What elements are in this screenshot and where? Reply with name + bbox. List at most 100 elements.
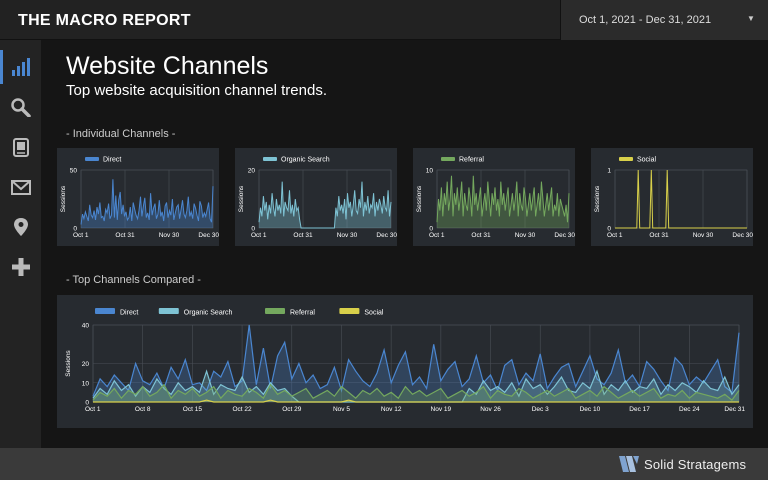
y-tick-label: 10 bbox=[82, 380, 90, 387]
y-tick-label: 0 bbox=[251, 226, 255, 233]
chart-card-organic-search: Organic Search Oct 1 Oct 31 Nov 30 Dec 30 20 0… bbox=[235, 148, 397, 246]
area-organic-search bbox=[93, 371, 739, 402]
line-organic-search bbox=[258, 181, 392, 229]
legend-swatch-referral bbox=[265, 308, 285, 314]
line-referral bbox=[92, 383, 740, 401]
sidebar-item-locations[interactable] bbox=[0, 210, 42, 244]
line-direct bbox=[92, 324, 740, 397]
legend-swatch-referral bbox=[441, 157, 455, 161]
line-social bbox=[93, 399, 739, 403]
sidebar-item-channels[interactable] bbox=[0, 50, 42, 84]
legend-swatch-direct bbox=[95, 308, 115, 314]
line-social bbox=[615, 169, 747, 229]
y-tick-label: 0 bbox=[607, 226, 611, 233]
chevron-down-icon: ▼ bbox=[747, 14, 755, 23]
plot-frame bbox=[614, 169, 748, 229]
x-tick-label: Oct 1 bbox=[607, 232, 623, 239]
x-tick-label: Oct 31 bbox=[471, 232, 491, 239]
x-tick-label: Oct 31 bbox=[115, 232, 135, 239]
page-subtitle: Top website acquisition channel trends. bbox=[66, 82, 327, 99]
legend-swatch-organic-search bbox=[263, 157, 277, 161]
legend-label-organic-search: Organic Search bbox=[184, 310, 233, 317]
line-direct bbox=[80, 179, 214, 225]
brand-name: Solid Stratagems bbox=[644, 457, 747, 472]
document-icon bbox=[13, 138, 29, 157]
chart-card-direct: Direct Oct 1 Oct 31 Nov 30 Dec 30 50 0 Sessions bbox=[57, 148, 219, 246]
x-tick-label: Nov 30 bbox=[515, 232, 536, 239]
search-icon bbox=[11, 98, 31, 117]
y-tick-label: 20 bbox=[82, 361, 90, 368]
x-tick-label: Nov 26 bbox=[480, 406, 501, 413]
legend-label-direct: Direct bbox=[120, 310, 138, 317]
legend-swatch-organic-search bbox=[158, 308, 179, 314]
x-tick-label: Oct 1 bbox=[251, 232, 267, 239]
x-tick-label: Nov 19 bbox=[431, 406, 452, 413]
sidebar-item-add[interactable] bbox=[0, 250, 42, 284]
y-tick-label: 20 bbox=[248, 168, 256, 175]
x-tick-label: Dec 30 bbox=[554, 232, 575, 239]
y-axis-title: Sessions bbox=[60, 185, 67, 212]
section-label-individual: - Individual Channels - bbox=[66, 128, 176, 140]
legend-label-social: Social bbox=[364, 310, 384, 317]
bar-chart-icon bbox=[12, 58, 30, 76]
plus-icon bbox=[12, 258, 30, 276]
chart-card-compared: Direct Organic Search Referral Social Oct 1 O… bbox=[57, 295, 753, 428]
x-tick-label: Oct 31 bbox=[649, 232, 669, 239]
y-tick-label: 1 bbox=[607, 168, 611, 175]
x-tick-label: Oct 8 bbox=[135, 406, 151, 413]
area-direct bbox=[81, 179, 213, 228]
sidebar-item-search[interactable] bbox=[0, 90, 42, 124]
chart-card-referral: Referral Oct 1 Oct 31 Nov 30 Dec 30 10 0 Sessio… bbox=[413, 148, 575, 246]
mail-icon bbox=[11, 180, 31, 195]
x-tick-label: Nov 5 bbox=[333, 406, 350, 413]
legend-swatch-social bbox=[339, 308, 360, 314]
x-tick-label: Dec 17 bbox=[629, 406, 650, 413]
x-tick-label: Oct 29 bbox=[282, 406, 302, 413]
x-tick-label: Nov 30 bbox=[337, 232, 358, 239]
y-tick-label: 50 bbox=[70, 168, 78, 175]
section-label-compared: - Top Channels Compared - bbox=[66, 274, 201, 286]
date-range-picker[interactable]: Oct 1, 2021 - Dec 31, 2021 ▼ bbox=[560, 0, 768, 40]
x-tick-label: Oct 22 bbox=[232, 406, 252, 413]
sidebar-item-mail[interactable] bbox=[0, 170, 42, 204]
page-title: Website Channels bbox=[66, 52, 269, 80]
x-tick-label: Oct 1 bbox=[429, 232, 445, 239]
location-pin-icon bbox=[14, 218, 28, 236]
x-tick-label: Dec 30 bbox=[732, 232, 753, 239]
report-title: THE MACRO REPORT bbox=[18, 12, 191, 29]
chart-direct: Direct Oct 1 Oct 31 Nov 30 Dec 30 50 0 Sessions bbox=[60, 157, 219, 240]
line-referral bbox=[436, 175, 570, 223]
y-axis-title: Sessions bbox=[238, 185, 245, 212]
footer-bar: Solid Stratagems bbox=[0, 448, 768, 480]
sidebar-item-documents[interactable] bbox=[0, 130, 42, 164]
legend-label-social: Social bbox=[637, 157, 657, 164]
legend-label-referral: Referral bbox=[290, 310, 315, 317]
legend-swatch-direct bbox=[85, 157, 99, 161]
chart-top-channels-compared: Direct Organic Search Referral Social Oct 1 O… bbox=[65, 308, 745, 413]
chart-social: Social Oct 1 Oct 31 Nov 30 Dec 30 1 0 Sessions bbox=[594, 157, 753, 240]
x-tick-label: Nov 30 bbox=[693, 232, 714, 239]
y-tick-label: 0 bbox=[85, 400, 89, 407]
y-tick-label: 0 bbox=[429, 226, 433, 233]
x-tick-label: Oct 15 bbox=[183, 406, 203, 413]
y-tick-label: 10 bbox=[426, 168, 434, 175]
x-tick-label: Oct 1 bbox=[85, 406, 101, 413]
y-tick-label: 0 bbox=[73, 226, 77, 233]
brand-logo-icon bbox=[619, 456, 639, 472]
x-tick-label: Dec 30 bbox=[198, 232, 219, 239]
x-tick-label: Dec 10 bbox=[580, 406, 601, 413]
plot-frame bbox=[80, 169, 214, 229]
header-bar: THE MACRO REPORT Oct 1, 2021 - Dec 31, 2… bbox=[0, 0, 768, 40]
x-tick-label: Dec 30 bbox=[376, 232, 397, 239]
legend-label-direct: Direct bbox=[103, 157, 121, 164]
y-axis-title: Sessions bbox=[594, 185, 601, 212]
x-tick-label: Oct 1 bbox=[73, 232, 89, 239]
chart-referral: Referral Oct 1 Oct 31 Nov 30 Dec 30 10 0 Sessio… bbox=[416, 157, 575, 240]
main-content: Website Channels Top website acquisition… bbox=[42, 40, 768, 448]
x-tick-label: Dec 31 bbox=[724, 406, 745, 413]
chart-card-social: Social Oct 1 Oct 31 Nov 30 Dec 30 1 0 Sessions bbox=[591, 148, 753, 246]
x-tick-label: Dec 24 bbox=[679, 406, 700, 413]
x-tick-label: Nov 30 bbox=[159, 232, 180, 239]
date-range-label: Oct 1, 2021 - Dec 31, 2021 bbox=[579, 14, 712, 26]
